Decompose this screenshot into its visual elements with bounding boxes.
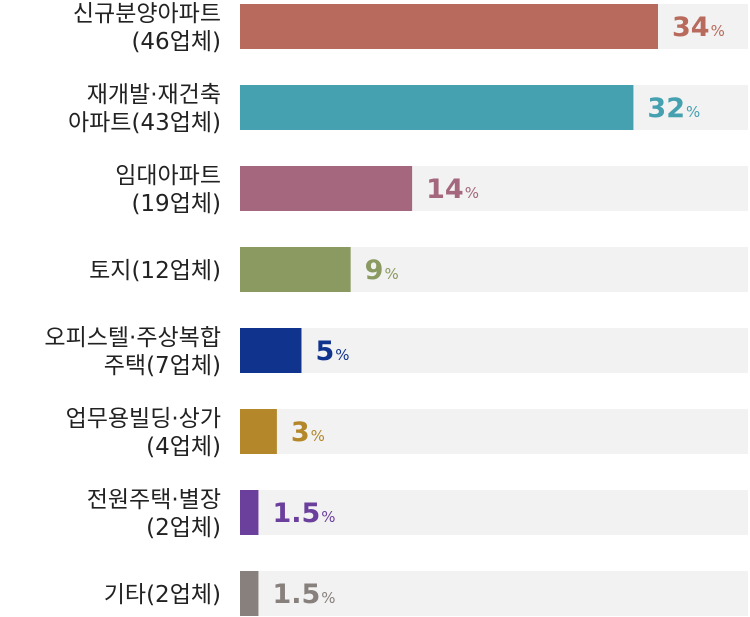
- category-label-line: 전원주택·별장: [87, 487, 221, 513]
- value-number: 34: [672, 12, 710, 43]
- value-number: 32: [647, 93, 685, 124]
- value-unit: %: [711, 22, 725, 40]
- bar: [240, 490, 259, 535]
- value-number: 9: [365, 255, 384, 286]
- value-number: 1.5: [272, 579, 320, 610]
- category-label-line: 기타(2업체): [104, 582, 221, 608]
- value-number: 1.5: [272, 498, 320, 529]
- category-label-line: (4업체): [146, 434, 221, 460]
- category-label-line: 임대아파트: [115, 163, 221, 189]
- category-label: 신규분양아파트 (46업체): [73, 1, 221, 55]
- value-number: 5: [315, 336, 334, 367]
- bar: [240, 166, 413, 211]
- category-label: 오피스텔·주상복합 주택(7업체): [44, 325, 221, 379]
- value-label: 1.5%: [272, 579, 335, 610]
- category-label: 재개발·재건축 아파트(43업체): [68, 82, 221, 136]
- value-unit: %: [321, 589, 335, 607]
- category-label: 기타(2업체): [104, 582, 221, 608]
- bar-track: [240, 328, 748, 373]
- category-label-line: 오피스텔·주상복합: [44, 325, 221, 351]
- value-label: 3%: [291, 417, 325, 448]
- bar-track: [240, 571, 748, 616]
- value-unit: %: [384, 265, 398, 283]
- bar-track: [240, 490, 748, 535]
- category-label: 업무용빌딩·상가 (4업체): [66, 406, 221, 460]
- bar-track: [240, 409, 748, 454]
- bar: [240, 85, 634, 130]
- value-number: 3: [291, 417, 310, 448]
- bar: [240, 328, 302, 373]
- value-label: 34%: [672, 12, 725, 43]
- value-label: 32%: [647, 93, 700, 124]
- bar: [240, 571, 259, 616]
- value-unit: %: [321, 508, 335, 526]
- value-label: 14%: [426, 174, 479, 205]
- value-unit: %: [686, 103, 700, 121]
- value-unit: %: [335, 346, 349, 364]
- bar: [240, 4, 658, 49]
- value-label: 9%: [365, 255, 399, 286]
- bar: [240, 247, 351, 292]
- category-label-line: (2업체): [146, 515, 221, 541]
- category-label-line: 재개발·재건축: [87, 82, 221, 108]
- value-number: 14: [426, 174, 464, 205]
- category-label: 전원주택·별장 (2업체): [87, 487, 221, 541]
- value-unit: %: [311, 427, 325, 445]
- value-label: 5%: [315, 336, 349, 367]
- category-label-line: 신규분양아파트: [73, 1, 221, 27]
- category-label-line: 토지(12업체): [89, 258, 221, 284]
- category-label-line: (46업체): [131, 29, 221, 55]
- bar: [240, 409, 277, 454]
- category-label-line: (19업체): [131, 191, 221, 217]
- category-label-line: 아파트(43업체): [68, 110, 221, 136]
- category-label-line: 주택(7업체): [104, 353, 221, 379]
- category-label: 임대아파트 (19업체): [115, 163, 221, 217]
- value-unit: %: [465, 184, 479, 202]
- value-label: 1.5%: [272, 498, 335, 529]
- category-label: 토지(12업체): [89, 258, 221, 284]
- category-label-line: 업무용빌딩·상가: [66, 406, 221, 432]
